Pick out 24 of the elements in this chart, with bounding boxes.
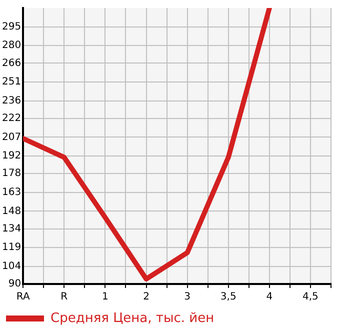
y-tick-label: 119 <box>2 242 22 254</box>
y-tick-label: 266 <box>2 58 22 69</box>
y-tick-label: 207 <box>2 132 22 143</box>
y-tick-label: 163 <box>2 187 22 198</box>
x-tick-label: R <box>60 292 68 303</box>
y-tick-label: 104 <box>2 261 22 272</box>
x-tick-label: 4,5 <box>302 292 318 303</box>
x-tick-label: 3,5 <box>220 292 236 303</box>
y-tick-label: 90 <box>8 278 22 290</box>
y-tick-label: 251 <box>2 76 22 88</box>
y-tick-label: 295 <box>2 21 22 32</box>
x-tick-label: 1 <box>102 292 108 303</box>
x-tick-label: RA <box>16 292 30 303</box>
y-tick-label: 178 <box>2 168 22 180</box>
y-tick-label: 192 <box>2 150 22 162</box>
y-tick-label: 280 <box>2 40 22 52</box>
y-tick-label: 134 <box>2 223 22 234</box>
legend-label: Средняя Цена, тыс. йен <box>50 310 214 326</box>
x-tick-label: 2 <box>143 292 150 303</box>
y-tick-label: 222 <box>2 112 22 124</box>
x-tick-label: 3 <box>184 292 190 303</box>
x-tick-label: 4 <box>266 292 273 303</box>
y-tick-label: 148 <box>2 206 22 217</box>
y-tick-label: 236 <box>2 95 22 106</box>
